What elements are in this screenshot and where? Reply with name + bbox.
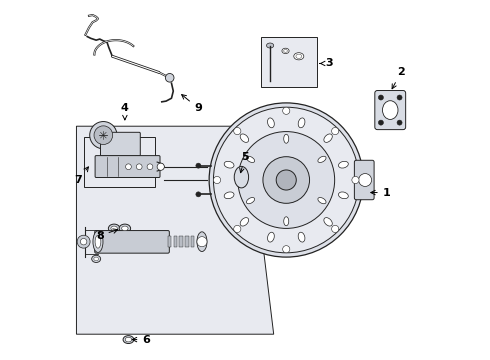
Ellipse shape (94, 257, 98, 261)
Circle shape (378, 120, 383, 125)
Ellipse shape (224, 161, 234, 168)
Circle shape (136, 164, 142, 170)
Text: 5: 5 (240, 152, 249, 173)
Ellipse shape (339, 192, 348, 199)
Circle shape (214, 107, 359, 253)
Ellipse shape (284, 217, 289, 226)
Bar (191, 236, 195, 247)
Ellipse shape (267, 43, 274, 48)
Circle shape (234, 127, 241, 135)
Ellipse shape (123, 336, 134, 343)
Ellipse shape (240, 217, 248, 226)
Circle shape (157, 163, 164, 170)
FancyBboxPatch shape (100, 132, 140, 156)
Circle shape (397, 95, 402, 100)
Ellipse shape (339, 161, 348, 168)
FancyBboxPatch shape (354, 160, 374, 200)
Circle shape (332, 225, 339, 233)
Circle shape (209, 103, 364, 257)
Ellipse shape (108, 224, 120, 233)
Ellipse shape (284, 134, 289, 143)
Ellipse shape (197, 232, 207, 252)
Circle shape (283, 107, 290, 114)
Ellipse shape (111, 226, 117, 231)
Polygon shape (76, 126, 274, 334)
Ellipse shape (92, 255, 100, 262)
Ellipse shape (268, 232, 274, 242)
Ellipse shape (298, 118, 305, 128)
Ellipse shape (246, 198, 255, 204)
Circle shape (238, 132, 335, 228)
FancyBboxPatch shape (375, 90, 406, 130)
Ellipse shape (234, 166, 248, 188)
Circle shape (276, 170, 296, 190)
Ellipse shape (224, 192, 234, 199)
Text: 6: 6 (132, 334, 150, 345)
Ellipse shape (240, 134, 248, 143)
Ellipse shape (268, 118, 274, 128)
Text: 2: 2 (392, 67, 405, 89)
Ellipse shape (294, 53, 304, 60)
Circle shape (77, 235, 90, 248)
Circle shape (359, 174, 371, 186)
Ellipse shape (282, 48, 289, 54)
Ellipse shape (122, 226, 128, 231)
Circle shape (147, 164, 153, 170)
Text: 7: 7 (74, 167, 88, 185)
Circle shape (214, 176, 220, 184)
Ellipse shape (324, 217, 332, 226)
Circle shape (378, 95, 383, 100)
Circle shape (166, 73, 174, 82)
Circle shape (397, 120, 402, 125)
Circle shape (283, 246, 290, 253)
FancyBboxPatch shape (95, 156, 160, 177)
FancyBboxPatch shape (95, 230, 170, 253)
Text: 4: 4 (121, 103, 129, 120)
Bar (261, 37, 317, 87)
Ellipse shape (246, 156, 255, 162)
Bar (173, 236, 177, 247)
Bar (84, 137, 155, 187)
Circle shape (125, 164, 131, 170)
Circle shape (234, 225, 241, 233)
Text: 8: 8 (96, 229, 118, 240)
Circle shape (332, 127, 339, 135)
Bar (168, 236, 172, 247)
Ellipse shape (95, 235, 101, 248)
Ellipse shape (318, 156, 326, 162)
Ellipse shape (298, 232, 305, 242)
Circle shape (94, 126, 113, 144)
Ellipse shape (318, 198, 326, 204)
Circle shape (196, 163, 201, 168)
Bar (185, 236, 189, 247)
Text: 1: 1 (371, 188, 391, 198)
Circle shape (80, 238, 87, 245)
Text: 9: 9 (182, 95, 202, 113)
Bar (179, 236, 183, 247)
Circle shape (352, 176, 359, 184)
Circle shape (90, 122, 117, 149)
Text: 3: 3 (320, 58, 333, 68)
Circle shape (197, 237, 207, 247)
Ellipse shape (93, 231, 103, 252)
Ellipse shape (296, 54, 302, 58)
Circle shape (196, 192, 201, 197)
Ellipse shape (383, 101, 398, 120)
Ellipse shape (125, 337, 132, 342)
Ellipse shape (284, 49, 287, 52)
Ellipse shape (324, 134, 332, 143)
Circle shape (263, 157, 310, 203)
Ellipse shape (119, 224, 131, 233)
